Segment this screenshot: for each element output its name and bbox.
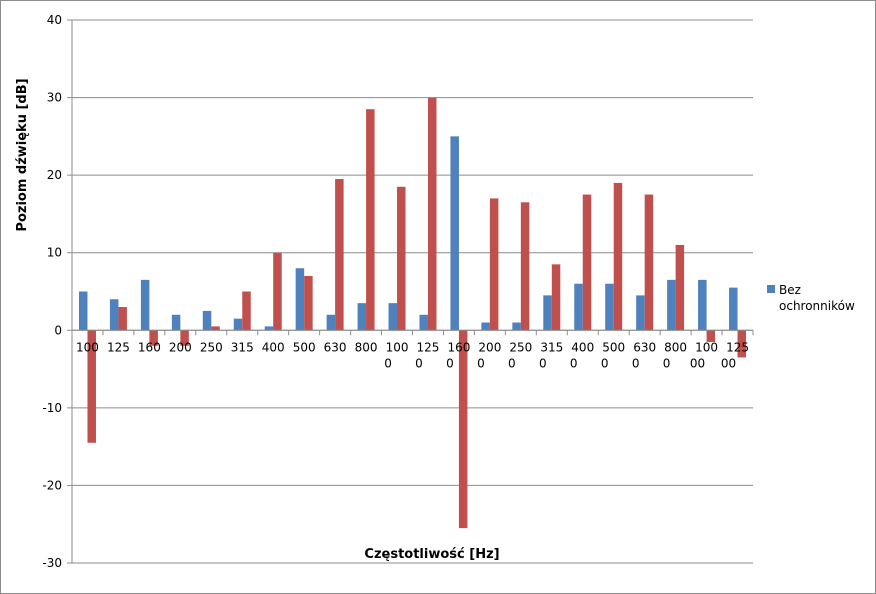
y-tick-label: 30 <box>47 91 62 105</box>
bar-series-1 <box>171 314 181 331</box>
bars <box>78 97 747 529</box>
bar-series-2 <box>427 97 437 331</box>
x-tick-label: 250 0 <box>508 340 532 370</box>
bar-series-2 <box>551 264 561 331</box>
bar-series-1 <box>264 326 274 331</box>
legend: Bez ochronników <box>767 283 855 313</box>
x-tick-label: 315 0 <box>539 340 563 370</box>
bar-series-1 <box>233 318 243 331</box>
bar-series-1 <box>605 283 614 331</box>
y-tick-label: -20 <box>42 478 62 492</box>
bar-series-1 <box>419 314 428 331</box>
bar-series-1 <box>326 314 336 331</box>
x-tick-label: 400 0 <box>570 340 594 370</box>
bar-series-2 <box>366 109 375 331</box>
x-tick-labels: 100 125 160 200 250 315 400 500 630 800 100 0 125 0 16… <box>76 340 749 370</box>
bar-series-1 <box>295 268 305 331</box>
bar-series-2 <box>737 330 747 358</box>
x-tick-label: 125 00 <box>721 340 749 370</box>
legend-swatch-series-1 <box>767 285 775 293</box>
bar-series-1 <box>667 279 676 331</box>
x-tick-label: 100 <box>76 340 99 354</box>
bar-series-2 <box>211 326 220 331</box>
x-tick-label: 400 <box>262 340 285 354</box>
y-tick-labels: 40 30 20 10 0 -10 -20 -30 <box>42 13 62 570</box>
bar-series-2 <box>644 194 654 331</box>
bar-series-2 <box>675 244 685 331</box>
bar-series-2 <box>87 330 96 443</box>
x-tick-label: 630 <box>324 340 347 354</box>
x-tick-label: 160 0 <box>446 340 470 370</box>
bar-series-2 <box>458 330 468 529</box>
x-tick-label: 200 0 <box>477 340 501 370</box>
bar-series-1 <box>140 279 150 331</box>
x-tick-label: 100 0 <box>384 340 408 370</box>
bar-series-2 <box>582 194 592 331</box>
bar-series-2 <box>118 307 127 331</box>
bar-series-2 <box>489 198 499 331</box>
x-tick-label: 160 <box>138 340 161 354</box>
x-tick-label: 200 <box>169 340 192 354</box>
y-axis-title: Poziom dźwięku [dB] <box>15 78 30 231</box>
x-tick-label: 500 0 <box>601 340 625 370</box>
y-tick-label: 20 <box>47 168 62 182</box>
legend-label-line-2: ochronników <box>779 299 855 313</box>
bar-series-1 <box>78 291 88 331</box>
bar-series-2 <box>149 330 158 346</box>
y-tick-label: -30 <box>42 556 62 570</box>
bar-series-1 <box>109 299 119 331</box>
axes <box>71 20 754 563</box>
bar-series-2 <box>242 291 251 331</box>
legend-label-line-1: Bez <box>779 283 801 297</box>
bar-series-1 <box>202 310 212 331</box>
bar-series-2 <box>613 182 623 331</box>
y-tick-label: 40 <box>47 13 62 27</box>
y-tick-label: -10 <box>42 401 62 415</box>
bar-series-1 <box>388 303 398 331</box>
bar-series-2 <box>397 186 406 331</box>
x-tick-label: 125 0 <box>415 340 439 370</box>
x-tick-label: 500 <box>293 340 316 354</box>
x-tick-label: 100 00 <box>690 340 718 370</box>
bar-series-1 <box>481 322 490 331</box>
bar-series-2 <box>304 275 313 331</box>
bar-series-2 <box>520 202 530 331</box>
bar-series-2 <box>706 330 716 342</box>
x-axis-title: Częstotliwość [Hz] <box>364 547 499 562</box>
bar-series-1 <box>574 283 583 331</box>
bar-series-1 <box>357 303 367 331</box>
x-tick-label: 315 <box>231 340 254 354</box>
x-tick-label: 250 <box>200 340 223 354</box>
bar-series-1 <box>512 322 521 331</box>
bar-series-1 <box>543 295 552 331</box>
x-tick-label: 125 <box>107 340 130 354</box>
bar-series-1 <box>698 279 707 331</box>
x-tick-label: 800 <box>355 340 378 354</box>
x-tick-label: 800 0 <box>663 340 687 370</box>
bar-series-2 <box>180 330 189 346</box>
bar-series-1 <box>450 136 459 331</box>
y-tick-label: 0 <box>54 323 62 337</box>
y-tick-label: 10 <box>47 246 62 260</box>
bar-series-1 <box>636 295 645 331</box>
bar-series-2 <box>273 252 282 331</box>
bar-series-2 <box>335 179 344 331</box>
x-tick-label: 630 0 <box>632 340 656 370</box>
bar-series-1 <box>729 287 738 331</box>
